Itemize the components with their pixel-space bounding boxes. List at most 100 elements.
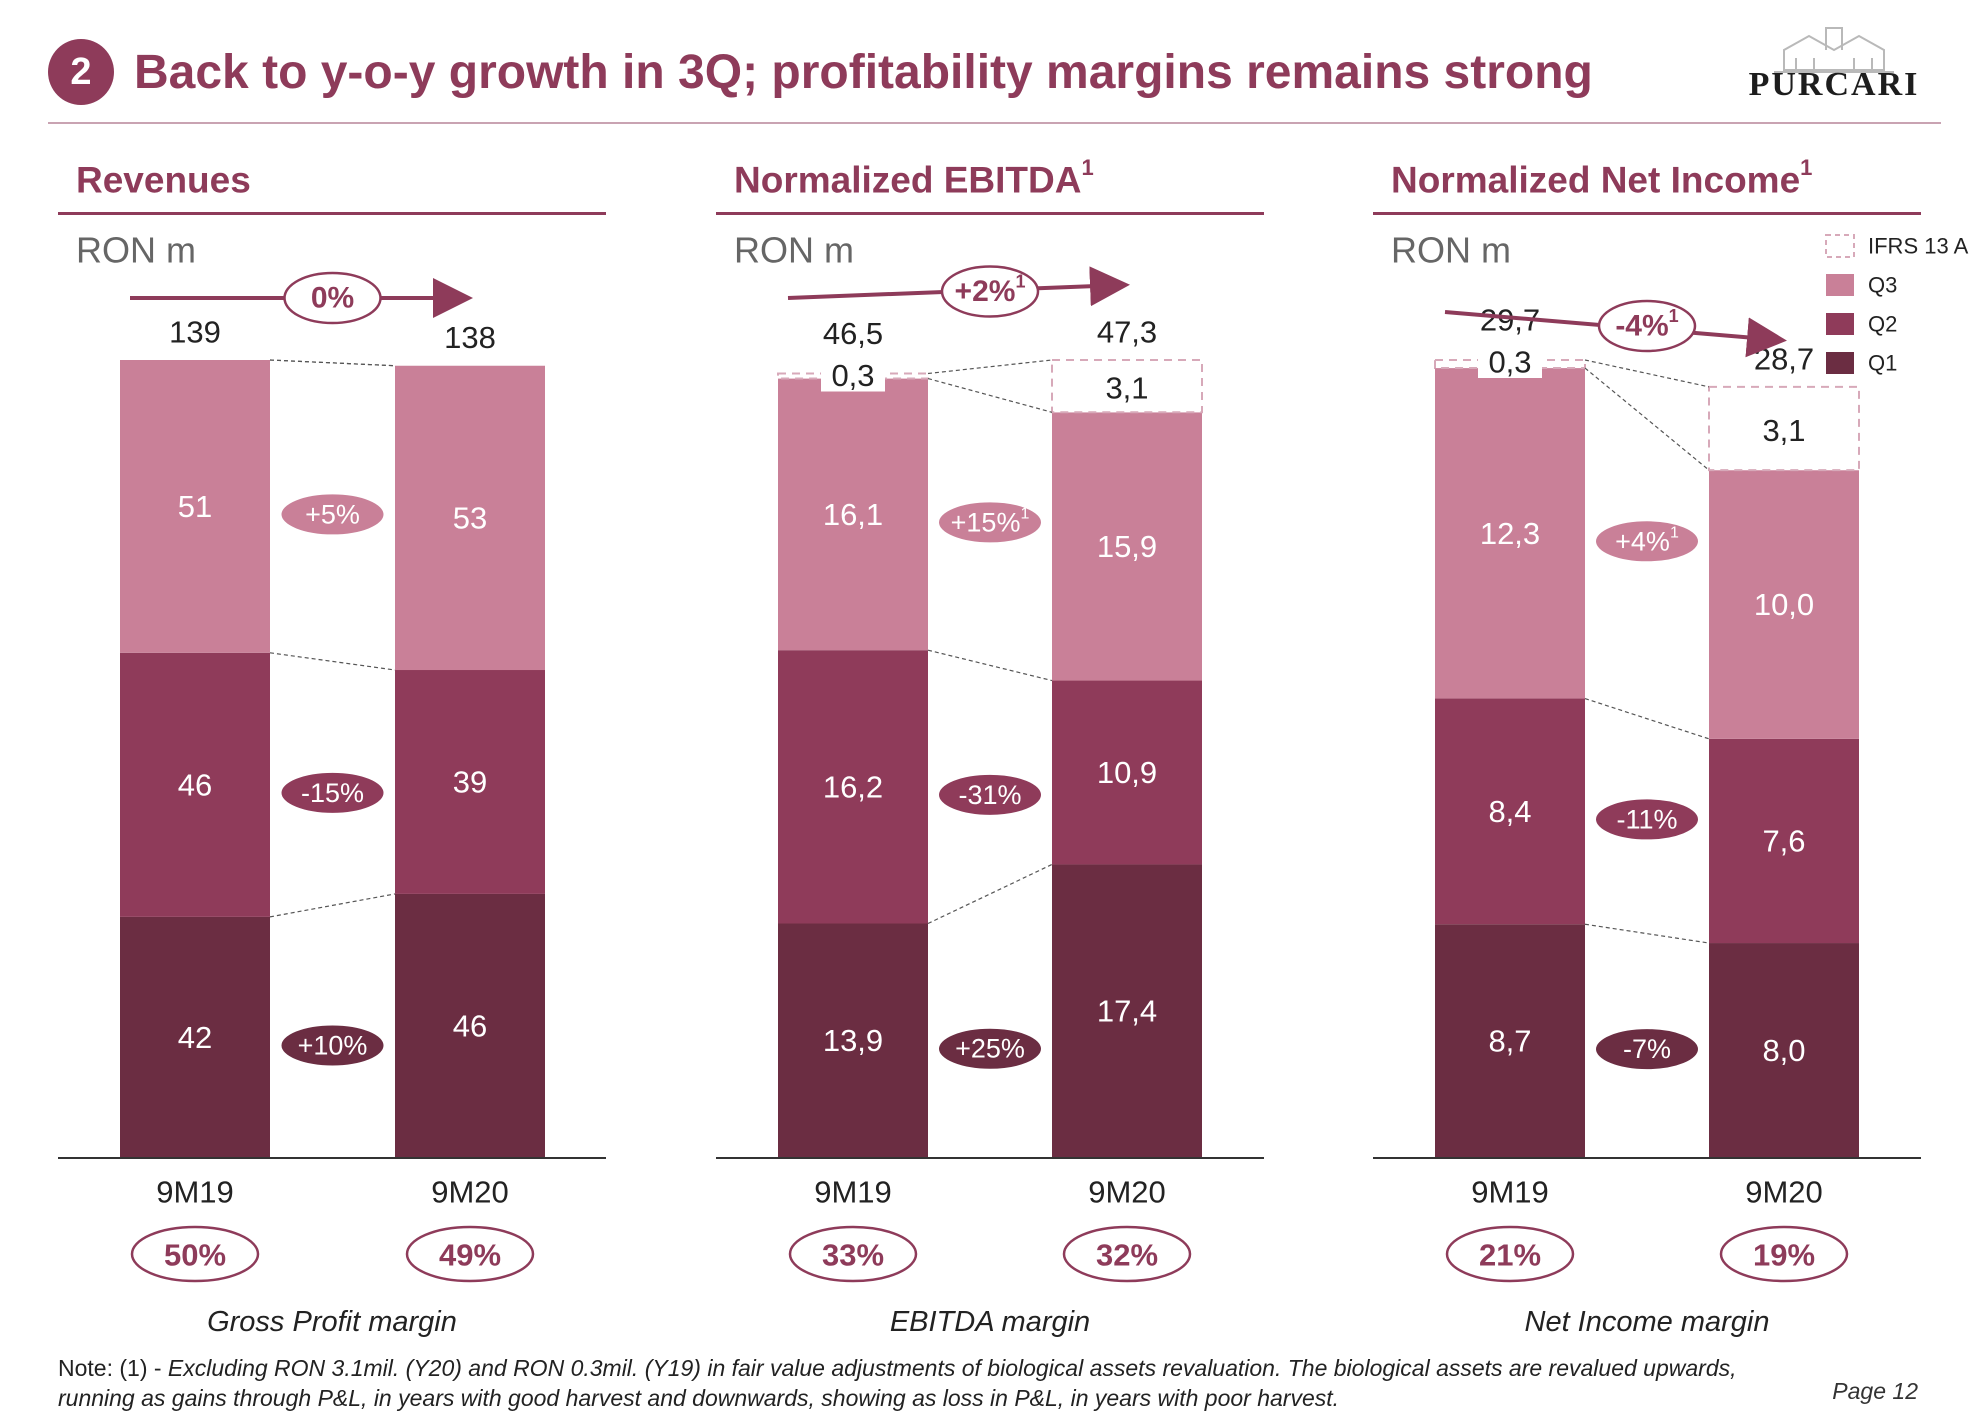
legend-label-q3: Q3 (1868, 273, 1897, 298)
chart2-title-sup: 1 (1081, 155, 1093, 180)
chart3-bar-0-ifrs-label: 0,3 (1488, 345, 1531, 380)
chart3-title-sup: 1 (1800, 155, 1812, 180)
chart1-title: Revenues (76, 160, 251, 201)
logo-text: PURCARI (1748, 66, 1920, 103)
chart2-bar-0-q2-label: 16,2 (823, 769, 883, 804)
chart3-margin-pill-0 (1445, 1225, 1575, 1283)
chart3-margin-0: 21% (1479, 1238, 1541, 1273)
legend-label-ifrs: IFRS 13 A (1868, 234, 1969, 259)
legend-label-q1: Q1 (1868, 351, 1897, 376)
chart2-title-rule (716, 212, 1264, 215)
chart1-change-pill-q3 (279, 492, 386, 537)
chart3-bar-0-q3 (1435, 368, 1585, 699)
footnote: Note: (1) - Excluding RON 3.1mil. (Y20) … (58, 1353, 1778, 1413)
chart2-category-1: 9M20 (1088, 1175, 1166, 1210)
chart3-change-pill-q3 (1594, 519, 1700, 564)
chart2-category-0: 9M19 (814, 1175, 892, 1210)
chart2-bar-1-q1 (1052, 864, 1202, 1158)
chart1-bar-1-q3 (395, 365, 545, 671)
chart1-bar-0-q2 (120, 652, 270, 917)
chart2-margin-pill-1 (1062, 1225, 1192, 1283)
chart1-change-pill-q2 (279, 770, 386, 815)
chart3-bar-0-q1 (1435, 924, 1585, 1158)
chart2-total-1: 47,3 (1097, 315, 1157, 350)
chart2-bar-1-q2-label: 10,9 (1097, 755, 1157, 790)
title-divider (48, 122, 1941, 124)
footnote-prefix: Note: (1) - (58, 1355, 168, 1381)
chart2-margin-pill-0 (788, 1225, 918, 1283)
chart1-bar-0-q1-label: 42 (178, 1020, 212, 1055)
chart3-connector-3 (1584, 359, 1710, 388)
chart1-bar-1-q1-label: 46 (453, 1008, 487, 1043)
chart2-change-pill-q3 (937, 500, 1043, 545)
chart2-connector-3 (927, 359, 1053, 375)
chart3-unit: RON m (1391, 230, 1511, 271)
chart2-connector-2 (927, 377, 1053, 413)
chart2-margin-0: 33% (822, 1238, 884, 1273)
chart3-bar-0-q1-label: 8,7 (1488, 1024, 1531, 1059)
chart1-title-rule (58, 212, 606, 215)
chart1-change-q3: +5% (305, 499, 360, 529)
page-title: Back to y-o-y growth in 3Q; profitabilit… (134, 45, 1593, 99)
section-number-badge: 2 (48, 39, 114, 105)
chart2-connector-0 (927, 863, 1053, 925)
chart1-total-0: 139 (169, 315, 221, 350)
chart3-bar-0-q2-label: 8,4 (1488, 794, 1531, 829)
chart3-bar-1-q3-label: 10,0 (1754, 587, 1814, 622)
chart3-category-1: 9M20 (1745, 1175, 1823, 1210)
chart3-bar-0-q2 (1435, 698, 1585, 925)
chart2-margin-label: EBITDA margin (890, 1306, 1090, 1338)
chart1-bar-1-q1 (395, 893, 545, 1158)
chart2-bar-0-q2 (778, 650, 928, 924)
chart1-category-1: 9M20 (431, 1175, 509, 1210)
chart2-change-q3: +15%1 (951, 505, 1030, 537)
chart1-margin-1: 49% (439, 1238, 501, 1273)
chart1-bar-1-q3-label: 53 (453, 500, 487, 535)
chart2-bar-1-q3-label: 15,9 (1097, 529, 1157, 564)
chart2-bar-1-q1-label: 17,4 (1097, 994, 1157, 1029)
chart1-bar-0-q3 (120, 360, 270, 653)
chart2-bar-1-ifrs (1051, 359, 1203, 414)
chart2-total-0: 46,5 (823, 316, 883, 351)
chart2-total-change-pill (940, 265, 1040, 318)
chart2-change-q2: -31% (958, 780, 1021, 810)
legend-swatch-q2 (1826, 313, 1854, 335)
chart1-margin-pill-1 (405, 1225, 535, 1283)
chart3-total-change: -4%1 (1615, 306, 1678, 343)
chart3-bar-0-ifrs-label-bg (1478, 342, 1542, 378)
chart1-connector-1 (269, 652, 396, 671)
chart1-connector-3 (269, 359, 396, 367)
chart2-margin-1: 32% (1096, 1238, 1158, 1273)
chart3-total-change-sup: 1 (1669, 306, 1679, 326)
chart3-change-q3: +4%1 (1615, 524, 1679, 556)
chart3-connector-0 (1584, 923, 1710, 944)
chart1-total-change: 0% (311, 282, 354, 315)
chart2-total-change-sup: 1 (1015, 272, 1025, 292)
footnote-text: Excluding RON 3.1mil. (Y20) and RON 0.3m… (58, 1355, 1737, 1411)
chart1-unit: RON m (76, 230, 196, 271)
legend-swatch-q1 (1826, 352, 1854, 374)
chart2-change-pill-q2 (937, 772, 1043, 817)
chart3-total-change-pill (1597, 299, 1697, 353)
chart3-bar-1-q1 (1709, 943, 1859, 1158)
chart2-bar-0-ifrs-label-bg (821, 355, 885, 392)
chart2-title: Normalized EBITDA1 (734, 155, 1094, 201)
chart2-change-q1: +25% (955, 1034, 1025, 1064)
chart2-bar-1-q3 (1052, 412, 1202, 681)
chart3-change-q3-sup: 1 (1670, 524, 1679, 541)
chart3-connector-1 (1584, 697, 1710, 740)
chart3-title: Normalized Net Income1 (1391, 155, 1812, 201)
chart3-change-q2: -11% (1616, 804, 1677, 834)
chart1-bar-0-q1 (120, 916, 270, 1158)
chart1-bar-1-q2 (395, 670, 545, 894)
page-number: Page 12 (1832, 1378, 1918, 1404)
chart3-change-q1: -7% (1623, 1034, 1671, 1064)
chart1-change-q2: -15% (301, 778, 364, 808)
chart3-bar-0-q3-label: 12,3 (1480, 516, 1540, 551)
chart1-margin-0: 50% (164, 1238, 226, 1273)
chart1-change-q1: +10% (298, 1030, 368, 1060)
chart2-bar-0-q3-label: 16,1 (823, 497, 883, 532)
chart1-total-1: 138 (444, 320, 496, 355)
